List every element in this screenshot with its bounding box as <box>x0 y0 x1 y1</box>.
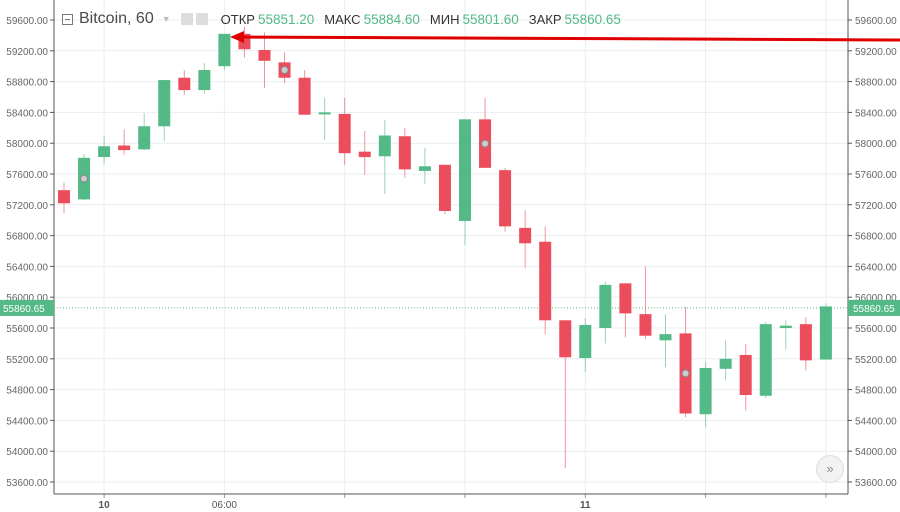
candle-down <box>559 320 572 358</box>
y-tick-label-left: 55200.00 <box>6 355 48 366</box>
eye-icon[interactable] <box>180 13 193 25</box>
candle-up <box>719 358 732 369</box>
low-value: 55801.60 <box>462 11 519 27</box>
y-tick-label-right: 59200.00 <box>855 47 897 58</box>
candle-up <box>218 33 231 67</box>
candle-down <box>338 113 351 154</box>
y-tick-label-right: 59600.00 <box>855 16 897 27</box>
candle-up <box>198 70 211 91</box>
symbol-title[interactable]: Bitcoin, 60 <box>79 10 154 27</box>
open-value: 55851.20 <box>257 11 315 27</box>
y-tick-label-right: 56800.00 <box>855 232 897 243</box>
y-tick-label-right: 54400.00 <box>855 416 897 427</box>
candle-down <box>739 354 752 395</box>
current-price-label-left: 55860.65 <box>3 304 45 315</box>
candle-up <box>659 334 672 341</box>
event-marker <box>681 369 690 378</box>
candle-down <box>438 164 451 211</box>
candle-up <box>378 135 391 157</box>
candle-down <box>519 227 532 244</box>
candle-up <box>158 80 171 127</box>
current-price-badge-right <box>848 299 900 316</box>
candle-up <box>418 166 431 171</box>
candle-up <box>779 325 792 328</box>
annotation-arrow-line <box>237 35 900 42</box>
y-tick-label-right: 55600.00 <box>855 324 897 335</box>
candle-down <box>799 324 812 361</box>
candle-up <box>318 112 331 115</box>
event-marker <box>481 139 490 148</box>
candle-down <box>358 151 371 158</box>
x-tick-label: 06:00 <box>212 500 237 511</box>
candle-up <box>599 284 612 328</box>
annotation-arrow-head <box>230 31 244 43</box>
candle-up <box>579 324 592 359</box>
candle-down <box>298 77 311 115</box>
y-tick-label-left: 58000.00 <box>6 139 48 150</box>
candle-down <box>258 50 271 61</box>
gear-icon[interactable] <box>195 13 208 25</box>
candle-down <box>539 241 552 321</box>
current-price-badge-left <box>0 299 54 316</box>
candle-up <box>759 324 772 396</box>
y-tick-label-left: 56800.00 <box>6 232 48 243</box>
close-label: ЗАКР <box>528 11 562 27</box>
candle-up <box>459 119 471 221</box>
y-tick-label-left: 53600.00 <box>6 478 48 489</box>
candle-up <box>819 306 832 360</box>
candle-up <box>699 368 712 415</box>
y-tick-label-left: 56000.00 <box>6 293 48 304</box>
candle-down <box>118 145 131 151</box>
low-label: МИН <box>429 11 460 27</box>
event-marker <box>80 174 89 183</box>
candle-down <box>58 190 70 204</box>
y-tick-label-right: 58800.00 <box>855 78 897 89</box>
y-tick-label-right: 53600.00 <box>855 478 897 489</box>
y-tick-label-left: 56400.00 <box>6 262 48 273</box>
close-value: 55860.65 <box>564 11 621 27</box>
candle-down <box>639 314 652 336</box>
y-tick-label-left: 55600.00 <box>6 324 48 335</box>
event-marker <box>280 66 289 75</box>
y-tick-label-right: 54800.00 <box>855 386 897 397</box>
candle-down <box>619 283 632 314</box>
high-label: МАКС <box>324 11 361 27</box>
y-tick-label-right: 54000.00 <box>855 447 897 458</box>
y-tick-label-right: 55200.00 <box>855 355 897 366</box>
y-tick-label-left: 54800.00 <box>6 386 48 397</box>
y-tick-label-left: 59600.00 <box>6 16 48 27</box>
y-tick-label-left: 59200.00 <box>6 47 48 58</box>
scroll-to-realtime-button[interactable]: » <box>816 455 844 483</box>
candle-up <box>98 146 111 158</box>
y-tick-label-left: 54400.00 <box>6 416 48 427</box>
y-tick-label-right: 58400.00 <box>855 108 897 119</box>
y-tick-label-left: 57600.00 <box>6 170 48 181</box>
candle-down <box>398 136 411 170</box>
x-tick-label: 10 <box>99 500 111 511</box>
high-value: 55884.60 <box>363 11 420 27</box>
collapse-icon[interactable] <box>62 13 73 25</box>
y-tick-label-right: 57600.00 <box>855 170 897 181</box>
y-tick-label-left: 58400.00 <box>6 108 48 119</box>
current-price-label-right: 55860.65 <box>853 304 895 315</box>
chart-legend: Bitcoin, 60 ▼ ОТКР 55851.20 МАКС 55884.6… <box>62 9 621 29</box>
y-tick-label-left: 58800.00 <box>6 78 48 89</box>
candle-down <box>499 170 512 227</box>
open-label: ОТКР <box>220 11 255 27</box>
y-tick-label-right: 58000.00 <box>855 139 897 150</box>
y-tick-label-left: 57200.00 <box>6 201 48 212</box>
y-tick-label-left: 54000.00 <box>6 447 48 458</box>
x-tick-label: 11 <box>580 500 591 511</box>
chevron-down-icon[interactable]: ▼ <box>161 14 171 24</box>
candle-down <box>178 77 191 91</box>
y-tick-label-right: 57200.00 <box>855 201 897 212</box>
y-tick-label-right: 56000.00 <box>855 293 897 304</box>
y-tick-label-right: 56400.00 <box>855 262 897 273</box>
candle-up <box>138 126 151 150</box>
